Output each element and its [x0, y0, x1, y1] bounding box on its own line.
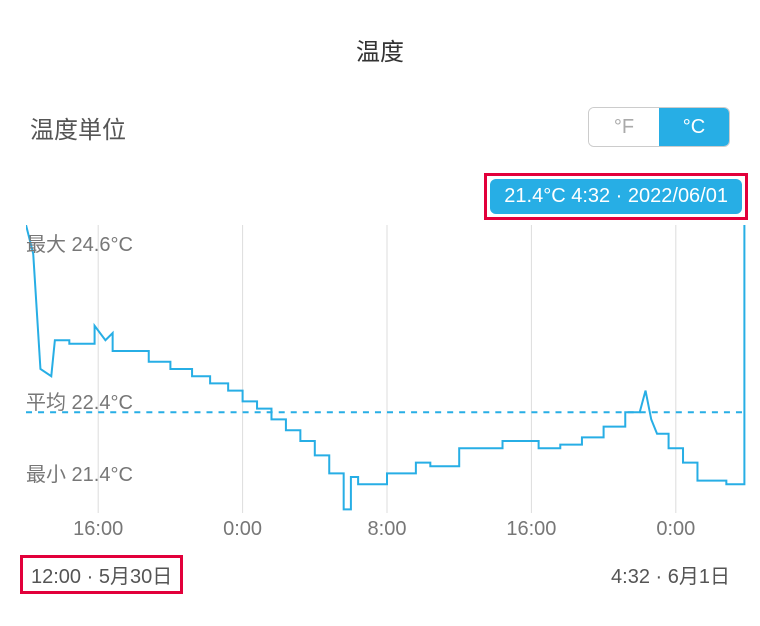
unit-celsius-button[interactable]: °C: [659, 108, 729, 146]
range-end-label: 4:32 · 6月1日: [611, 560, 730, 589]
x-tick-label: 16:00: [73, 518, 123, 541]
x-tick-label: 16:00: [506, 518, 556, 541]
temperature-chart: 21.4°C 4:32 · 2022/06/01 最大 24.6°C 平均 22…: [12, 173, 748, 553]
plot-area: [26, 225, 748, 513]
x-tick-label: 8:00: [368, 518, 407, 541]
stat-min-label: 最小 21.4°C: [26, 458, 133, 487]
x-tick-label: 0:00: [656, 518, 695, 541]
tooltip-badge: 21.4°C 4:32 · 2022/06/01: [490, 179, 742, 214]
x-tick-label: 0:00: [223, 518, 262, 541]
time-range-footer: 12:00 · 5月30日 4:32 · 6月1日: [0, 555, 760, 594]
stat-avg-label: 平均 22.4°C: [26, 386, 133, 415]
chart-svg: [26, 225, 748, 513]
unit-label: 温度単位: [30, 110, 126, 145]
unit-fahrenheit-button[interactable]: °F: [589, 108, 659, 146]
unit-toggle[interactable]: °F °C: [588, 107, 730, 147]
unit-row: 温度単位 °F °C: [0, 67, 760, 155]
stat-max-label: 最大 24.6°C: [26, 228, 133, 257]
page-title: 温度: [0, 0, 760, 67]
tooltip-highlight: 21.4°C 4:32 · 2022/06/01: [484, 173, 748, 220]
range-start-highlight: 12:00 · 5月30日: [20, 555, 183, 594]
